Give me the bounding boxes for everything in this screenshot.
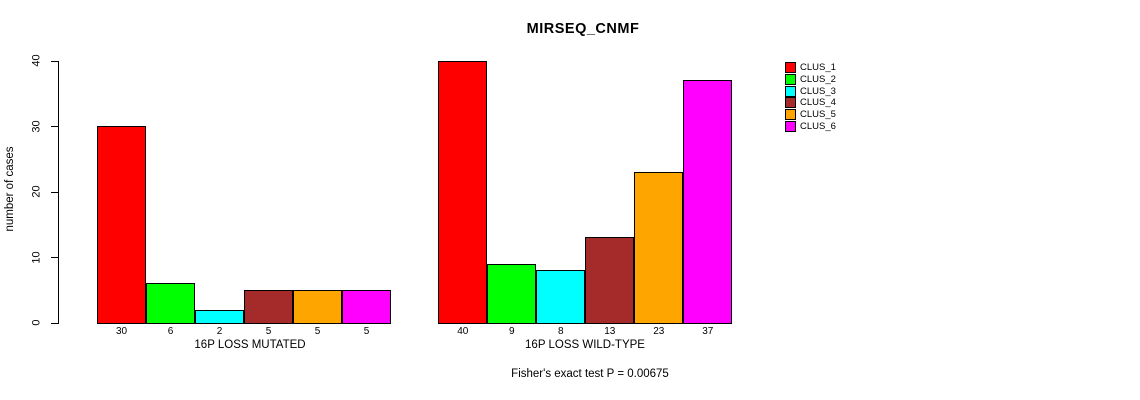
y-axis-line: [58, 60, 59, 324]
y-axis-tick-label: 0: [30, 319, 43, 326]
legend-label: CLUS_4: [800, 97, 836, 109]
y-axis-tick: [51, 191, 58, 193]
bar-clus_3-wildtype: [536, 270, 586, 324]
bar-value-label: 9: [509, 326, 515, 337]
chart-title: MIRSEQ_CNMF: [526, 21, 640, 37]
bar-value-label: 5: [265, 326, 272, 337]
y-axis-tick: [51, 257, 58, 259]
legend-label: CLUS_6: [800, 120, 836, 132]
legend-item-clus_3: CLUS_3: [785, 85, 836, 97]
bar-clus_3-mutated: [195, 309, 244, 324]
x-axis-label-mutated: 16P LOSS MUTATED: [194, 339, 306, 351]
x-axis-label-wildtype: 16P LOSS WILD-TYPE: [525, 339, 645, 351]
bar-value-label: 40: [457, 326, 469, 337]
bar-clus_1-wildtype: [438, 60, 488, 324]
bar-clus_1-mutated: [97, 126, 146, 324]
legend-item-clus_5: CLUS_5: [785, 109, 836, 121]
legend-item-clus_2: CLUS_2: [785, 74, 836, 86]
bar-value-label: 37: [702, 326, 714, 337]
y-axis-tick: [51, 322, 58, 324]
bar-value-label: 23: [653, 326, 665, 337]
legend: CLUS_1 CLUS_2 CLUS_3 CLUS_4 CLUS_5 CLUS_6: [785, 62, 836, 132]
legend-swatch-icon: [785, 109, 796, 121]
bar-clus_4-mutated: [244, 289, 293, 324]
legend-label: CLUS_1: [800, 62, 836, 74]
bar-value-label: 2: [216, 326, 223, 337]
bar-clus_5-mutated: [293, 289, 342, 324]
bar-clus_2-mutated: [146, 283, 195, 324]
legend-item-clus_1: CLUS_1: [785, 62, 836, 74]
bar-clus_6-mutated: [342, 289, 391, 324]
bar-clus_4-wildtype: [585, 237, 635, 324]
fisher-test-footnote: Fisher's exact test P = 0.00675: [511, 368, 669, 380]
bar-clus_2-wildtype: [487, 263, 537, 324]
legend-item-clus_6: CLUS_6: [785, 120, 836, 132]
legend-swatch-icon: [785, 85, 796, 97]
y-axis-tick: [51, 126, 58, 128]
legend-label: CLUS_2: [800, 74, 836, 86]
y-axis-tick-label: 10: [30, 251, 43, 264]
bar-value-label: 5: [314, 326, 321, 337]
legend-label: CLUS_5: [800, 109, 836, 121]
y-axis-tick-label: 40: [30, 54, 43, 67]
bar-clus_6-wildtype: [683, 80, 733, 324]
legend-item-clus_4: CLUS_4: [785, 97, 836, 109]
y-axis-tick-label: 20: [30, 185, 43, 198]
legend-swatch-icon: [785, 74, 796, 86]
legend-swatch-icon: [785, 62, 796, 74]
legend-swatch-icon: [785, 120, 796, 132]
bar-clus_5-wildtype: [634, 171, 684, 324]
bar-value-label: 13: [604, 326, 616, 337]
bar-value-label: 5: [363, 326, 370, 337]
y-axis-tick-label: 30: [30, 119, 43, 133]
bar-value-label: 30: [115, 326, 128, 337]
legend-label: CLUS_3: [800, 85, 836, 97]
bar-value-label: 8: [558, 326, 564, 337]
y-axis-tick: [51, 60, 58, 62]
y-axis-label: number of cases: [4, 146, 16, 232]
legend-swatch-icon: [785, 97, 796, 109]
bar-value-label: 6: [167, 326, 174, 337]
